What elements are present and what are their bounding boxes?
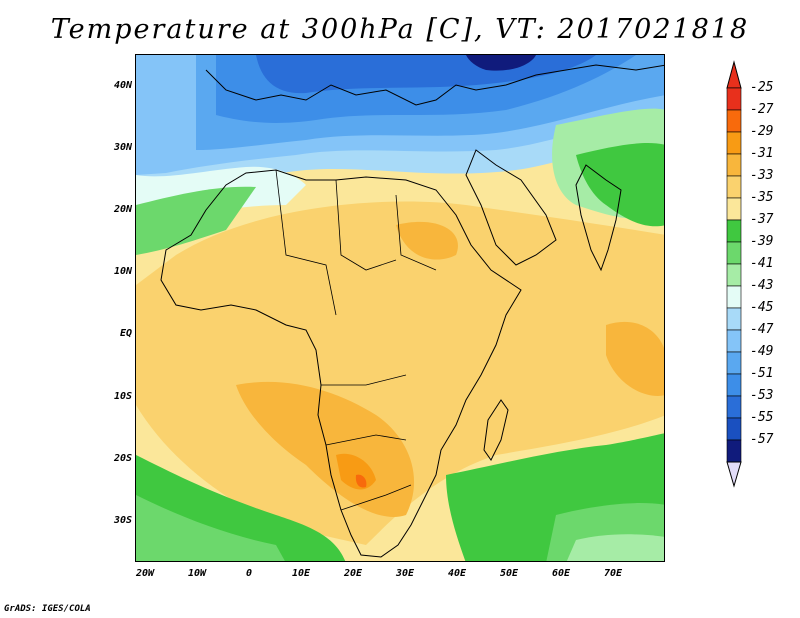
colorbar	[726, 60, 742, 488]
colorbar-swatch	[726, 307, 742, 331]
colorbar-swatch	[726, 241, 742, 265]
lat-tick: 30S	[113, 515, 132, 526]
colorbar-label: -53	[750, 388, 774, 403]
colorbar-over-arrow	[726, 60, 742, 89]
colorbar-label: -41	[750, 256, 774, 271]
colorbar-swatch	[726, 329, 742, 353]
lon-tick: 30E	[395, 568, 415, 579]
colorbar-swatch	[726, 175, 742, 199]
colorbar-swatch	[726, 87, 742, 111]
lat-tick: 40N	[113, 80, 132, 91]
lon-tick: 40E	[447, 568, 467, 579]
lon-tick: 20E	[343, 568, 363, 579]
lat-tick: 30N	[113, 142, 132, 153]
colorbar-swatch	[726, 263, 742, 287]
colorbar-label: -43	[750, 278, 774, 293]
lat-tick: 20N	[113, 204, 132, 215]
map-canvas	[136, 55, 664, 561]
colorbar-label: -25	[750, 80, 774, 95]
lon-tick: 50E	[499, 568, 519, 579]
lon-tick: 70E	[603, 568, 623, 579]
colorbar-swatch	[726, 285, 742, 309]
footer-credit: GrADS: IGES/COLA	[4, 604, 91, 614]
colorbar-swatch	[726, 417, 742, 441]
colorbar-label: -29	[750, 124, 774, 139]
colorbar-swatch	[726, 153, 742, 177]
lon-tick: 10W	[187, 568, 207, 579]
temperature-map	[135, 54, 665, 562]
colorbar-label: -35	[750, 190, 774, 205]
lat-tick: 20S	[113, 453, 132, 464]
lon-tick: 10E	[291, 568, 311, 579]
colorbar-label: -27	[750, 102, 774, 117]
colorbar-swatch	[726, 131, 742, 155]
colorbar-label: -45	[750, 300, 774, 315]
colorbar-label: -33	[750, 168, 774, 183]
colorbar-label: -51	[750, 366, 774, 381]
field-warm-interior	[136, 201, 664, 545]
colorbar-swatch	[726, 373, 742, 397]
colorbar-label: -55	[750, 410, 774, 425]
lat-tick: 10S	[113, 391, 132, 402]
colorbar-label: -49	[750, 344, 774, 359]
lat-tick: EQ	[119, 328, 132, 339]
lon-tick: 20W	[135, 568, 155, 579]
colorbar-label: -31	[750, 146, 774, 161]
colorbar-label: -57	[750, 432, 774, 447]
colorbar-swatch	[726, 439, 742, 463]
colorbar-under-arrow	[726, 461, 742, 488]
colorbar-swatch	[726, 197, 742, 221]
lon-tick: 0	[245, 568, 253, 579]
colorbar-swatch	[726, 351, 742, 375]
colorbar-swatch	[726, 109, 742, 133]
colorbar-label: -39	[750, 234, 774, 249]
colorbar-label: -37	[750, 212, 774, 227]
lat-tick: 10N	[113, 266, 132, 277]
lon-tick: 60E	[551, 568, 571, 579]
colorbar-swatch	[726, 219, 742, 243]
colorbar-label: -47	[750, 322, 774, 337]
colorbar-swatch	[726, 395, 742, 419]
map-title: Temperature at 300hPa [C], VT: 201702181…	[50, 14, 750, 45]
